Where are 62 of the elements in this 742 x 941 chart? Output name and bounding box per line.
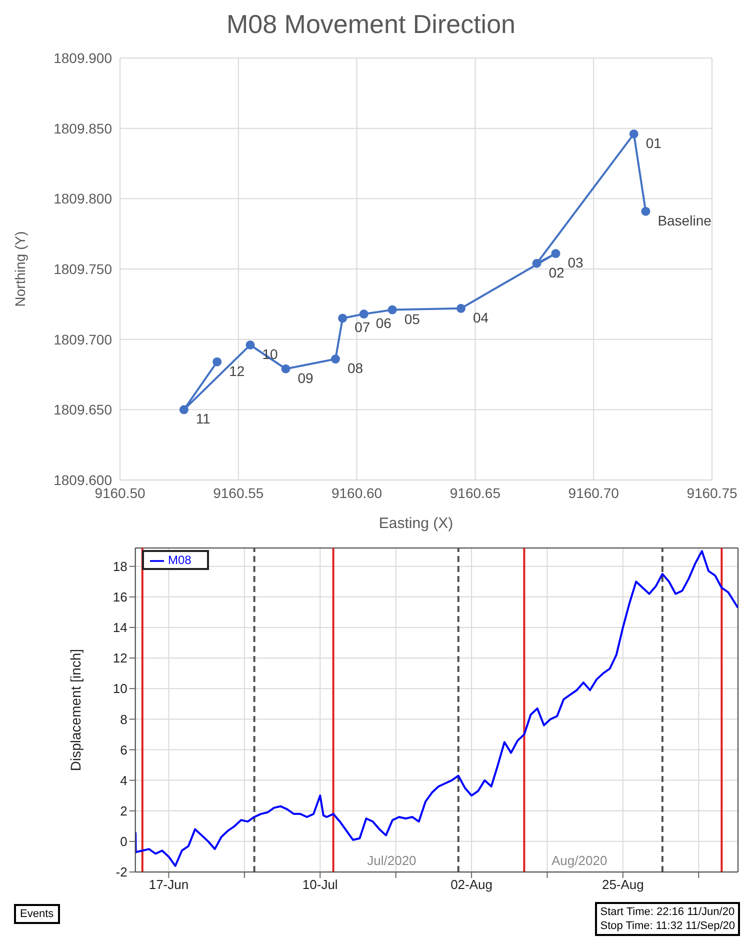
x-tick-label: 9160.60 <box>331 484 382 501</box>
point <box>330 354 340 364</box>
y-tick-label: 2 <box>120 803 128 818</box>
x-tick-label: 9160.75 <box>686 484 738 501</box>
y-tick-label: 14 <box>112 620 128 636</box>
y-tick-label: 8 <box>120 712 128 727</box>
y-tick-label: 1809.800 <box>54 190 112 207</box>
y-tick-label: 4 <box>120 772 128 788</box>
time-box: Start Time: 22:16 11/Jun/20 Stop Time: 11:32 11/Sep/20 <box>595 902 740 936</box>
y-tick-label: 1809.700 <box>54 331 112 348</box>
y-tick-label: 0 <box>120 834 128 850</box>
point <box>179 405 188 414</box>
point <box>338 314 348 323</box>
x-tick-label: 9160.65 <box>450 484 501 501</box>
ref-line-label: Aug/2020 <box>552 853 608 868</box>
y-axis-title: Displacement [inch] <box>67 648 84 772</box>
x-tick-label: 10-Jul <box>302 877 338 892</box>
annotation: 08 <box>347 360 364 376</box>
y-tick-label: 6 <box>120 742 128 758</box>
y-axis-title: Northing (Y) <box>12 231 28 307</box>
annotation: 12 <box>229 362 245 379</box>
annotation: 06 <box>376 314 392 331</box>
x-tick-label: 02-Aug <box>450 877 492 892</box>
annotation: 11 <box>196 410 211 427</box>
y-tick-label: 12 <box>112 650 128 666</box>
y-tick-label: 1809.750 <box>54 260 112 277</box>
point <box>629 129 638 138</box>
annotation: 10 <box>262 346 278 362</box>
point <box>359 310 368 319</box>
events-box: Events <box>14 904 60 924</box>
y-tick-label: -2 <box>116 864 128 880</box>
point <box>456 304 466 313</box>
x-tick-label: 17-Jun <box>148 877 189 892</box>
y-tick-label: 1809.850 <box>54 120 112 136</box>
x-tick-label: 9160.70 <box>568 484 620 501</box>
annotation: 03 <box>568 254 584 270</box>
point <box>281 364 290 374</box>
y-tick-label: 10 <box>112 681 128 696</box>
x-axis-title: Easting (X) <box>378 515 454 532</box>
annotation: 05 <box>404 310 420 327</box>
y-tick-label: 18 <box>112 558 128 574</box>
point <box>388 305 397 314</box>
point <box>641 206 650 216</box>
x-tick-label: 25-Aug <box>602 877 644 892</box>
x-tick-label: 9160.55 <box>213 484 264 501</box>
y-tick-label: 16 <box>112 590 128 605</box>
y-tick-label: 1809.900 <box>54 50 112 66</box>
y-tick-label: 1809.650 <box>54 402 112 418</box>
legend-label: M08 <box>168 553 192 567</box>
annotation: 04 <box>472 309 489 326</box>
point <box>532 258 542 268</box>
point <box>246 340 255 350</box>
annotation: 07 <box>354 319 370 336</box>
annotation: 01 <box>646 134 662 151</box>
annotation: Baseline <box>658 212 712 228</box>
chart-title: M08 Movement Direction <box>226 8 516 41</box>
annotation: 02 <box>548 264 565 280</box>
annotation: 09 <box>298 370 314 386</box>
point <box>212 357 222 366</box>
line-series <box>135 550 738 867</box>
point <box>551 249 560 258</box>
ref-line-label: Jul/2020 <box>367 853 416 868</box>
